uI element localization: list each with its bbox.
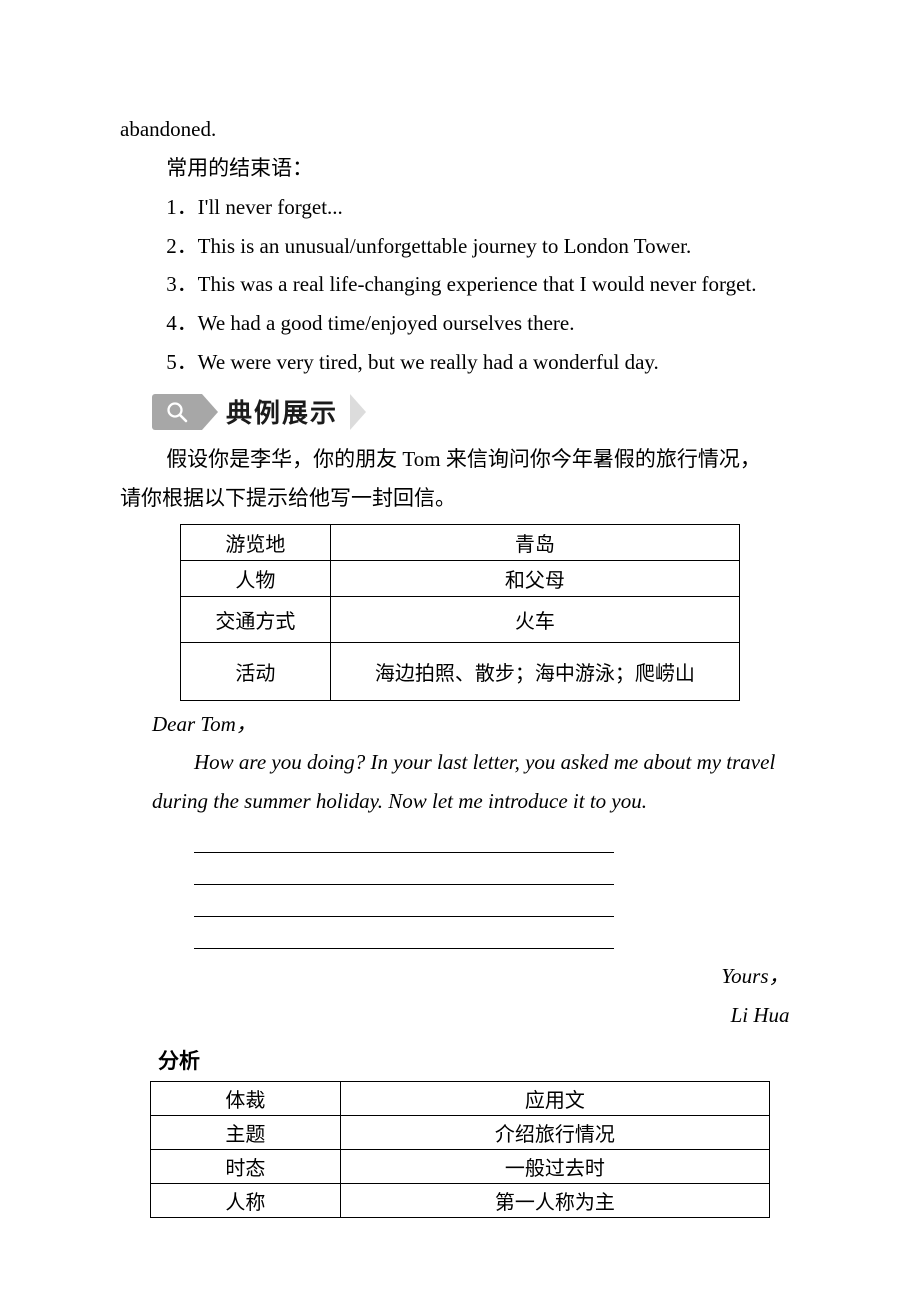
blank-write-line[interactable] (194, 823, 614, 853)
table-cell: 应用文 (340, 1081, 769, 1115)
closing-item-2: 2．This is an unusual/unforgettable journ… (120, 227, 800, 266)
table-row: 主题 介绍旅行情况 (151, 1115, 770, 1149)
top-fragment: abandoned. (120, 110, 800, 149)
blank-write-line[interactable] (194, 919, 614, 949)
letter-greeting: Dear Tom， (152, 705, 800, 744)
table-cell: 火车 (330, 596, 739, 642)
table-row: 人物 和父母 (181, 560, 740, 596)
prompt-line-2: 请你根据以下提示给他写一封回信。 (120, 479, 800, 518)
table-cell: 体裁 (151, 1081, 341, 1115)
table-row: 人称 第一人称为主 (151, 1183, 770, 1217)
letter-signature: Li Hua (120, 996, 800, 1035)
table-cell: 主题 (151, 1115, 341, 1149)
table-cell: 时态 (151, 1149, 341, 1183)
table-cell: 和父母 (330, 560, 739, 596)
closing-item-3: 3．This was a real life-changing experien… (120, 265, 800, 304)
banner-title: 典例展示 (218, 393, 352, 430)
table-cell: 海边拍照、散步；海中游泳；爬崂山 (330, 642, 739, 700)
chevron-icon (202, 394, 218, 430)
table-cell: 一般过去时 (340, 1149, 769, 1183)
table-cell: 活动 (181, 642, 331, 700)
table-cell: 人称 (151, 1183, 341, 1217)
blank-write-line[interactable] (194, 855, 614, 885)
closing-item-1: 1．I'll never forget... (120, 188, 800, 227)
prompt-line-1: 假设你是李华，你的朋友 Tom 来信询问你今年暑假的旅行情况， (120, 440, 800, 479)
table-cell: 介绍旅行情况 (340, 1115, 769, 1149)
section-banner: 典例展示 (152, 390, 800, 434)
letter-block: Dear Tom， How are you doing? In your las… (152, 705, 800, 950)
trip-table: 游览地 青岛 人物 和父母 交通方式 火车 活动 海边拍照、散步；海中游泳；爬崂… (180, 524, 740, 701)
analysis-table: 体裁 应用文 主题 介绍旅行情况 时态 一般过去时 人称 第一人称为主 (150, 1081, 770, 1218)
closing-label: 常用的结束语： (120, 149, 800, 188)
letter-body: How are you doing? In your last letter, … (152, 743, 800, 821)
magnifier-svg (165, 400, 189, 424)
blank-write-line[interactable] (194, 887, 614, 917)
table-row: 活动 海边拍照、散步；海中游泳；爬崂山 (181, 642, 740, 700)
closing-item-5: 5．We were very tired, but we really had … (120, 343, 800, 382)
table-cell: 游览地 (181, 524, 331, 560)
letter-signoff: Yours， (120, 957, 800, 996)
table-row: 时态 一般过去时 (151, 1149, 770, 1183)
table-cell: 第一人称为主 (340, 1183, 769, 1217)
chevron-outline-icon (350, 394, 366, 430)
closing-item-4: 4．We had a good time/enjoyed ourselves t… (120, 304, 800, 343)
page-container: abandoned. 常用的结束语： 1．I'll never forget..… (0, 0, 920, 1282)
table-row: 交通方式 火车 (181, 596, 740, 642)
table-row: 体裁 应用文 (151, 1081, 770, 1115)
table-row: 游览地 青岛 (181, 524, 740, 560)
table-cell: 交通方式 (181, 596, 331, 642)
table-cell: 人物 (181, 560, 331, 596)
analysis-label: 分析 (158, 1045, 800, 1075)
table-cell: 青岛 (330, 524, 739, 560)
magnifier-icon (152, 394, 202, 430)
